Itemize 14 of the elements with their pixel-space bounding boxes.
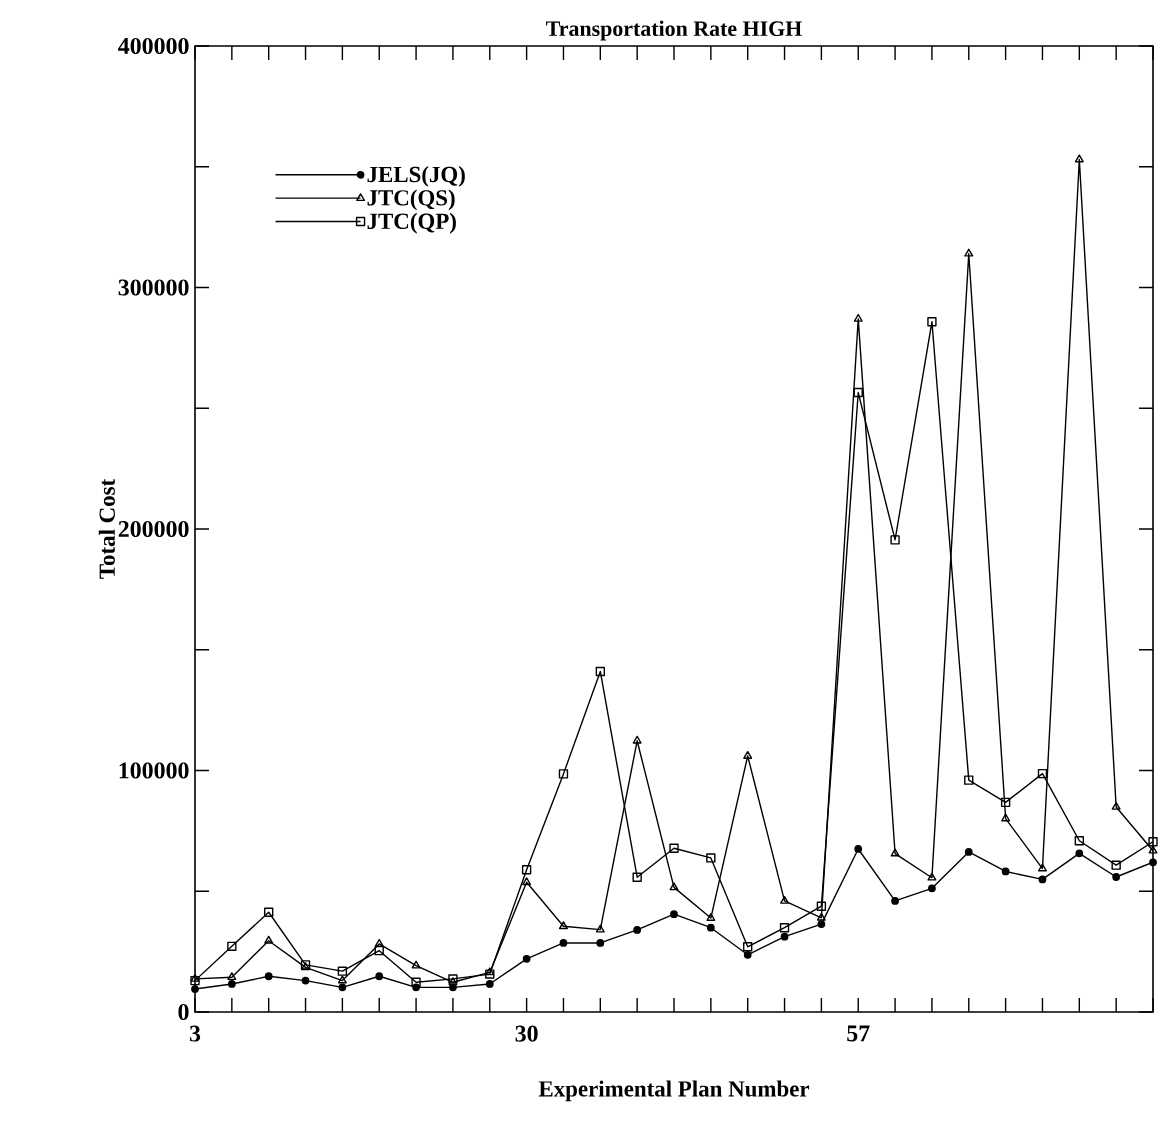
legend-label: JTC(QP) [367,212,456,234]
x-tick-label: 3 [189,1025,201,1042]
y-tick-label: 200000 [118,520,189,538]
legend-label: JELS(JQ) [367,166,465,187]
y-tick-label: 0 [178,1003,189,1021]
y-tick-label: 300000 [118,279,189,296]
x-tick-label: 57 [847,1025,870,1042]
y-tick-label: 400000 [118,37,189,55]
y-tick-label: 100000 [119,762,189,779]
chart-title: Transportation Rate HIGH [546,20,802,41]
x-tick-label: 30 [515,1025,538,1042]
legend-label: JTC(QS) [367,189,455,211]
x-axis-title: Experimental Plan Number [538,1080,810,1102]
y-axis-title: Total Cost [98,478,115,579]
